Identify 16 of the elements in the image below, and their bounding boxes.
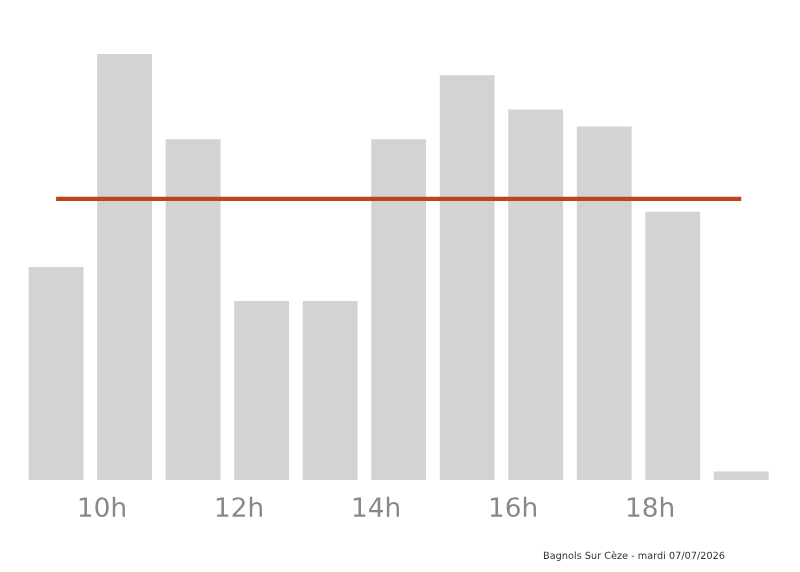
- bar: [234, 301, 290, 480]
- bar: [713, 471, 769, 480]
- bar: [645, 211, 701, 480]
- x-tick-label: 16h: [490, 496, 536, 518]
- x-tick-label: 10h: [79, 496, 125, 518]
- x-tick-label: 14h: [353, 496, 399, 517]
- bar: [302, 301, 358, 480]
- bar: [165, 139, 221, 480]
- bar: [576, 126, 632, 480]
- bar: [439, 75, 495, 480]
- bar: [508, 109, 564, 480]
- bar: [28, 267, 84, 480]
- x-tick-label: 18h: [627, 496, 674, 518]
- bar: [97, 54, 153, 480]
- x-tick-label: 12h: [216, 496, 262, 517]
- bar: [371, 139, 427, 480]
